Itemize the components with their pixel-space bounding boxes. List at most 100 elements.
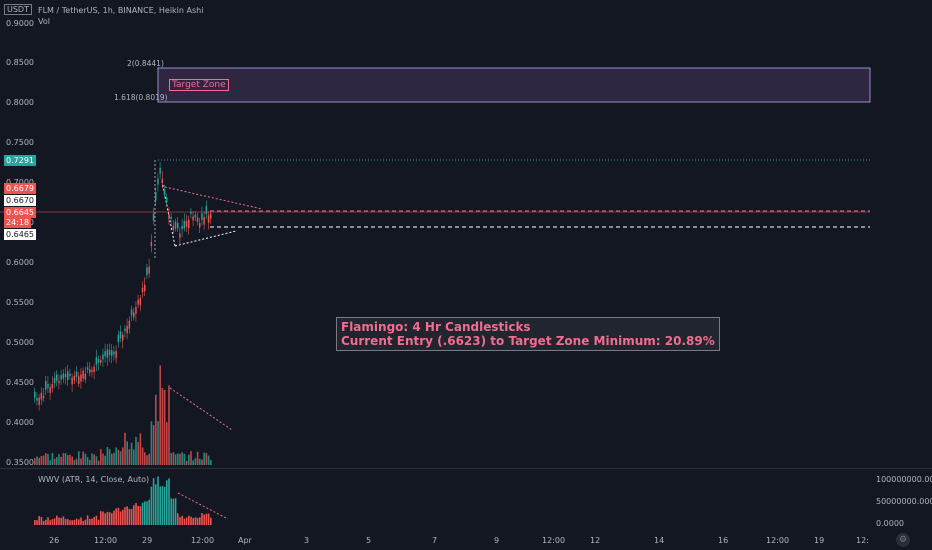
candle-body [205,205,208,215]
volume-bar [124,432,126,465]
wwv-bar [117,507,120,525]
candle-body [119,331,122,339]
volume-bar [36,456,38,465]
annotation-line-2: Current Entry (.6623) to Target Zone Min… [341,334,715,348]
candle-body [170,216,172,220]
candle-body [86,367,89,370]
wwv-bar [194,517,197,525]
volume-bar [192,460,194,465]
time-axis-label: 5 [366,536,372,545]
volume-bar [53,458,56,465]
volume-bar [205,452,208,465]
target-zone-rect [157,67,871,103]
candle-body [157,178,159,185]
wwv-bar [122,509,124,525]
volume-bar [168,385,170,465]
volume-bar [34,458,36,465]
wwv-bar [91,518,93,525]
volume-bar [190,451,192,465]
wwv-bar [157,476,159,525]
indicator-pane[interactable]: WWV (ATR, 14, Close, Auto) 100000000.000… [0,468,932,530]
candle-body [42,395,45,399]
wwv-bar [148,499,150,525]
candle-body [91,369,93,372]
volume-bar [201,459,203,465]
candle-body [36,398,38,401]
volume-bar [207,455,210,465]
wwv-bar [130,509,133,525]
wwv-bar [58,517,60,525]
indicator-axis-label: 0.0000 [876,519,904,528]
wwv-bar [168,478,170,525]
volume-bar [106,447,109,465]
candle-body [148,266,150,274]
volume-bar [58,454,60,465]
wwv-bar [47,517,49,525]
candle-body [152,213,155,221]
price-chart-canvas[interactable] [0,0,932,468]
candle-body [93,366,95,373]
volume-bar [135,436,137,465]
symbol-unit-button[interactable]: USDT [4,4,32,15]
volume-bar [82,451,84,465]
candle-body [64,374,67,378]
volume-bar [181,452,183,465]
price-axis-label: 0.6000 [6,258,34,267]
time-axis[interactable]: 26 12:00 29 12:00 Apr 3 5 7 9 12:00 12 14 16 12:00 19 1… [0,530,932,550]
wwv-bar [100,511,102,525]
volume-bar [130,442,133,465]
candle-body [137,299,139,305]
price-tag: 0.6645 [4,207,36,218]
price-tag: 24:18 [4,217,32,228]
candle-body [199,223,201,228]
candle-body [150,241,153,247]
wwv-bar [126,506,128,525]
volume-bar [40,456,43,465]
main-chart-pane[interactable]: USDT FLM / TetherUS, 1h, BINANCE, Heikin… [0,0,932,468]
price-axis-label: 0.9000 [6,19,34,28]
wwv-bar [172,498,175,525]
wwv-bar [84,519,87,525]
volume-bar [172,452,175,465]
volume-bar [139,433,142,465]
volume-bar [122,447,124,465]
wwv-bar [177,513,179,525]
candle-body [185,220,188,228]
indicator-canvas[interactable] [0,469,932,531]
candle-body [181,226,183,230]
wwv-bar [119,511,122,525]
candle-body [141,287,144,293]
wwv-bar [80,517,82,525]
wwv-bar [45,519,47,525]
candle-body [78,376,80,384]
candle-body [106,349,109,358]
volume-bar [104,455,106,465]
candle-body [126,326,128,334]
wwv-bar [108,512,111,525]
wwv-bar [113,510,115,525]
wwv-bar [104,513,106,525]
target-zone-label: Target Zone [169,79,229,91]
candle-body [201,213,203,220]
volume-bar [157,421,159,465]
time-axis-label: 12:00 [191,536,215,545]
annotation-box[interactable]: Flamingo: 4 Hr Candlesticks Current Entr… [336,317,720,351]
wwv-bar [111,513,113,525]
volume-bar [203,452,205,465]
wwv-bar [78,519,80,525]
volume-bar [174,454,177,465]
wwv-bar [64,518,67,525]
volume-bar [69,454,71,465]
wwv-bar [82,520,84,525]
wwv-bar [144,501,146,525]
candle-body [104,351,106,357]
fib-top-label: 2(0.8441) [127,59,164,68]
wwv-bar [102,511,104,525]
wwv-bar [155,484,157,525]
candle-body [210,213,212,219]
time-axis-label: 12:00 [542,536,566,545]
triangle-left [161,180,176,247]
wwv-bar [36,520,38,525]
candle-body [40,392,43,400]
gear-icon[interactable]: ⚙ [896,533,910,547]
